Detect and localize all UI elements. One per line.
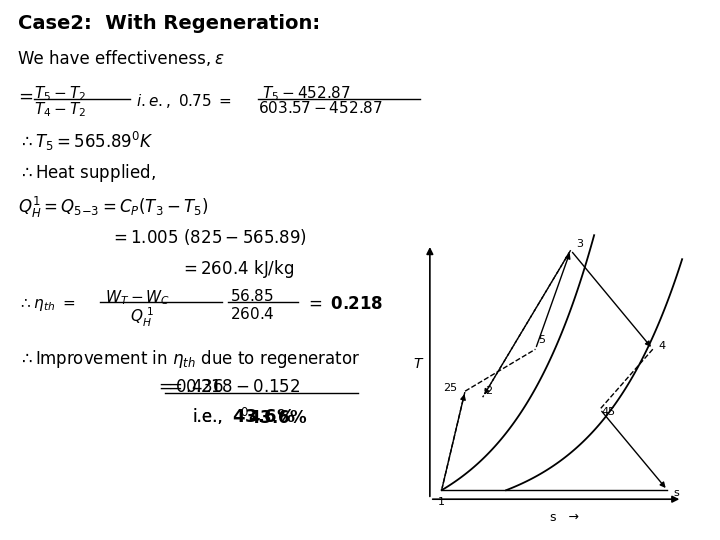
Text: $= 0.218 - 0.152$: $= 0.218 - 0.152$ <box>165 378 300 396</box>
Text: $\varepsilon$: $\varepsilon$ <box>214 50 225 68</box>
Text: 5: 5 <box>538 335 545 345</box>
Text: $260.4$: $260.4$ <box>230 306 275 322</box>
Text: 2: 2 <box>485 386 492 396</box>
Text: $^0\mathbf{43.6\%}$: $^0\mathbf{43.6\%}$ <box>240 408 307 428</box>
Text: $603.57 - 452.87$: $603.57 - 452.87$ <box>258 100 382 116</box>
Text: $= 1.005\ (825 - 565.89)$: $= 1.005\ (825 - 565.89)$ <box>110 227 307 247</box>
Text: $\therefore T_5 = 565.89^0K$: $\therefore T_5 = 565.89^0K$ <box>18 130 153 153</box>
Text: $=$ $\mathbf{0.218}$: $=$ $\mathbf{0.218}$ <box>305 295 384 313</box>
Text: 3: 3 <box>576 239 583 249</box>
Text: $T_5 - T_2$: $T_5 - T_2$ <box>34 84 86 103</box>
Text: 45: 45 <box>602 407 616 417</box>
Text: $\therefore$Heat supplied,: $\therefore$Heat supplied, <box>18 162 156 184</box>
Text: $\therefore\eta_{th}\ =$: $\therefore\eta_{th}\ =$ <box>18 297 76 313</box>
Text: $T_4 - T_2$: $T_4 - T_2$ <box>34 100 86 119</box>
Text: 25: 25 <box>444 383 457 393</box>
Text: 1: 1 <box>438 497 445 507</box>
Text: $Q_H^{\ 1}$: $Q_H^{\ 1}$ <box>130 306 154 329</box>
Text: $Q_H^1 = Q_{5\mathrm{-}3} = C_P(T_3 - T_5)$: $Q_H^1 = Q_{5\mathrm{-}3} = C_P(T_3 - T_… <box>18 195 209 220</box>
Text: $= 0.436$: $= 0.436$ <box>155 378 224 396</box>
Text: T: T <box>414 357 423 371</box>
Text: s   →: s → <box>550 511 580 524</box>
Text: Case2:  With Regeneration:: Case2: With Regeneration: <box>18 14 320 33</box>
Text: $= 260.4\ \mathrm{kJ/kg}$: $= 260.4\ \mathrm{kJ/kg}$ <box>180 258 294 280</box>
Text: i.e.,: i.e., <box>192 408 222 426</box>
Text: 4: 4 <box>658 341 665 351</box>
Text: s: s <box>673 488 679 498</box>
Text: $W_T - W_C$: $W_T - W_C$ <box>105 288 170 307</box>
Text: $i.e.,\ 0.75\ =$: $i.e.,\ 0.75\ =$ <box>136 92 232 110</box>
Text: i.e.,: i.e., <box>192 408 222 426</box>
Text: $\mathbf{43.6\%}$: $\mathbf{43.6\%}$ <box>232 408 296 426</box>
Text: $\therefore$Improvement in $\eta_{th}$ due to regenerator: $\therefore$Improvement in $\eta_{th}$ d… <box>18 348 360 370</box>
Text: $T_5 - 452.87$: $T_5 - 452.87$ <box>262 84 351 103</box>
Text: We have effectiveness,: We have effectiveness, <box>18 50 211 68</box>
Text: $56.85$: $56.85$ <box>230 288 274 304</box>
Text: =: = <box>18 88 33 106</box>
